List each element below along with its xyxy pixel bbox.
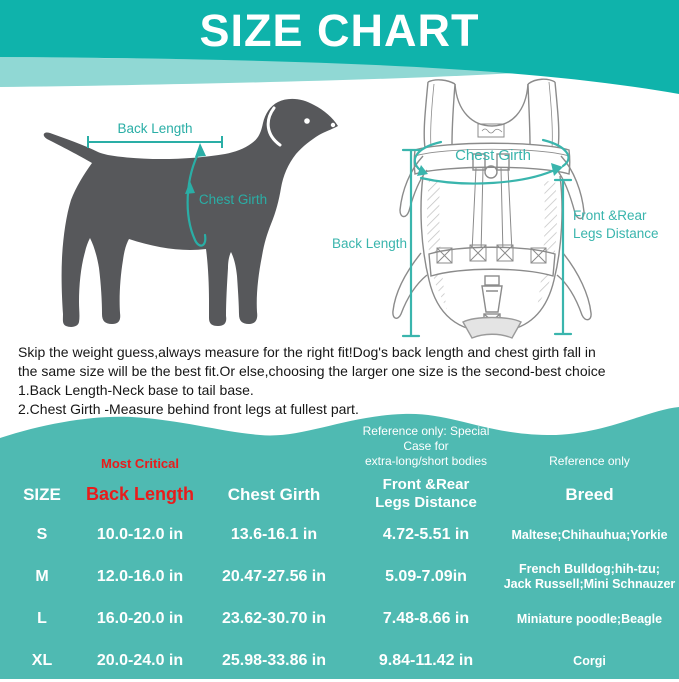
carrier-measure-marks [401, 138, 573, 338]
header-front-rear: Reference only: Special Case for extra-l… [352, 424, 500, 514]
header-breed: Reference only Breed [500, 454, 679, 514]
dog-ear-line [266, 106, 282, 147]
carrier-chest-girth-label: Chest Girth [455, 147, 531, 164]
dog-chest-girth-label: Chest Girth [199, 192, 267, 207]
wave-divider-graphic [0, 407, 679, 456]
front-rear-note: Reference only: Special Case for extra-l… [362, 424, 490, 468]
page-title: SIZE CHART [199, 5, 480, 56]
back-length-measure-line [87, 136, 223, 148]
back-length-note: Most Critical [100, 456, 179, 471]
size-table-section: SIZE Most Critical Back Length Chest Gir… [0, 404, 679, 679]
carrier-back-length-label: Back Length [332, 236, 407, 251]
table-row-m: M 12.0-16.0 in 20.47-27.56 in 5.09-7.09i… [35, 562, 676, 591]
table-header-row: SIZE Most Critical Back Length Chest Gir… [0, 418, 679, 514]
size-table: SIZE Most Critical Back Length Chest Gir… [0, 418, 679, 682]
header-back-length: Most Critical Back Length [85, 456, 195, 504]
table-row-s: S 10.0-12.0 in 13.6-16.1 in 4.72-5.51 in… [36, 526, 668, 543]
dog-eye [304, 118, 310, 124]
chest-girth-arrowhead-top [195, 143, 206, 157]
dog-silhouette [43, 98, 338, 327]
carrier-front-rear-label-line1: Front &Rear [573, 208, 647, 223]
header-size: SIZE [23, 484, 61, 504]
carrier-front-rear-label-line2: Legs Distance [573, 226, 659, 241]
carrier-line-art [392, 78, 592, 339]
carrier-arrowhead-right [551, 163, 563, 176]
table-background [0, 454, 679, 679]
header-banner: SIZE CHART [0, 0, 679, 100]
carrier-measurement-diagram: Chest Girth Back Length Front &Rear Legs… [332, 78, 659, 339]
measurement-instructions: Skip the weight guess,always measure for… [18, 344, 606, 417]
breed-note: Reference only [549, 454, 630, 468]
carrier-arrowhead-left [417, 165, 428, 176]
dog-back-length-label: Back Length [117, 121, 192, 136]
header-chest-girth: Chest Girth [227, 484, 321, 504]
chest-girth-measure-arc [186, 148, 207, 247]
table-row-xl: XL 20.0-24.0 in 25.98-33.86 in 9.84-11.4… [31, 652, 606, 669]
table-row-l: L 16.0-20.0 in 23.62-30.70 in 7.48-8.66 … [37, 610, 663, 627]
header-curve-graphic [0, 0, 679, 94]
dog-nose-highlight [330, 122, 336, 128]
chest-girth-arrowhead-mid [185, 181, 195, 194]
dog-measurement-diagram: Back Length Chest Girth [43, 98, 338, 327]
